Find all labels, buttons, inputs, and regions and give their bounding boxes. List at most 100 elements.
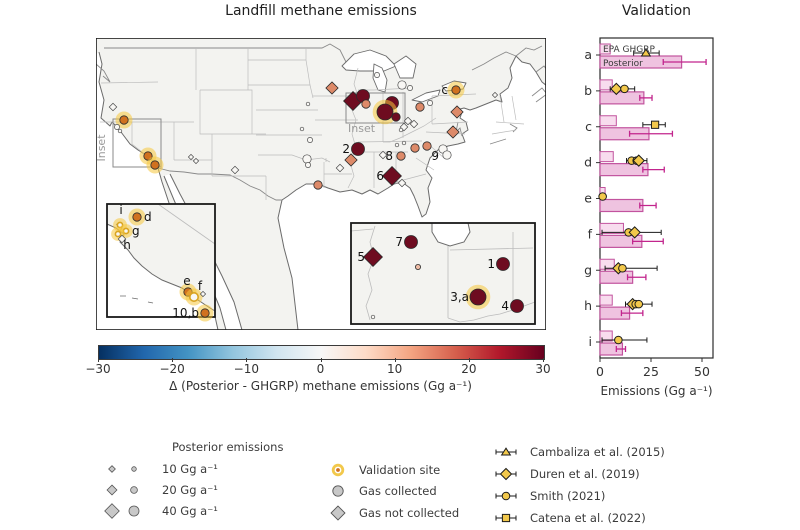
validation-title: Validation bbox=[621, 3, 692, 19]
legend-size-label: 20 Gg a⁻¹ bbox=[162, 482, 218, 497]
diamond-icon bbox=[330, 505, 346, 521]
triangle-ref-icon bbox=[495, 447, 517, 456]
svg-text:i: i bbox=[589, 334, 592, 349]
svg-text:h: h bbox=[584, 298, 592, 313]
legend-site-types: Validation site Gas collected Gas not coll… bbox=[326, 459, 459, 524]
colorbar-tick-label: 30 bbox=[535, 362, 551, 376]
legend-ref-row: Catena et al. (2022) bbox=[488, 507, 665, 529]
legend-size-row: 40 Gg a⁻¹ bbox=[100, 500, 283, 521]
size-markers-icon bbox=[108, 464, 137, 473]
colorbar-tick-label: −20 bbox=[159, 362, 185, 376]
svg-text:50: 50 bbox=[694, 364, 710, 379]
map-title: Landfill methane emissions bbox=[225, 3, 417, 19]
legend-ref-label: Duren et al. (2019) bbox=[530, 467, 640, 481]
inset-source-boxes bbox=[112, 92, 406, 168]
circle-icon bbox=[332, 485, 344, 497]
colorbar-ticks: −30 −20 −10 0 10 20 30 bbox=[85, 358, 551, 378]
diamond-ref-icon bbox=[495, 467, 517, 481]
svg-text:g: g bbox=[132, 224, 140, 238]
svg-text:e: e bbox=[584, 191, 592, 206]
svg-text:a: a bbox=[584, 47, 592, 62]
colorbar-tick-label: −30 bbox=[85, 362, 111, 376]
legend-type-row: Gas collected bbox=[326, 481, 459, 503]
square-ref-icon bbox=[495, 513, 517, 523]
chart-validation-markers bbox=[598, 48, 660, 345]
svg-text:6: 6 bbox=[376, 169, 384, 183]
chart-text: a b c d e f g h i0 25 50 EPA GHGRP Posterior bbox=[584, 45, 710, 379]
colorbar-tick-label: −10 bbox=[233, 362, 259, 376]
colorbar-gradient bbox=[98, 345, 545, 360]
validation-icon bbox=[331, 463, 345, 476]
map-markers bbox=[108, 72, 524, 322]
colorbar-tick-mark bbox=[394, 358, 396, 362]
map-site-labels: c 2 8 9 6 i dgh e f 10,b 7 5 1 3,a 4 bbox=[119, 83, 509, 320]
legend-ref-row: Duren et al. (2019) bbox=[488, 463, 665, 485]
legend-sizes-title: Posterior emissions bbox=[172, 440, 284, 454]
chart-bars bbox=[599, 43, 683, 356]
colorbar-tick-mark bbox=[320, 358, 322, 362]
legend-ref-label: Catena et al. (2022) bbox=[530, 511, 646, 525]
colorbar-tick-label: 0 bbox=[316, 362, 325, 376]
svg-text:e: e bbox=[183, 274, 190, 288]
svg-text:1: 1 bbox=[487, 257, 495, 271]
legend-size-label: 40 Gg a⁻¹ bbox=[162, 503, 218, 518]
svg-text:d: d bbox=[584, 155, 592, 170]
legend-ref-label: Cambaliza et al. (2015) bbox=[530, 445, 665, 459]
svg-text:5: 5 bbox=[357, 250, 365, 264]
svg-text:c: c bbox=[441, 83, 448, 97]
svg-text:Inset: Inset bbox=[96, 134, 108, 162]
svg-text:h: h bbox=[123, 238, 131, 252]
colorbar-tick-mark bbox=[98, 358, 99, 362]
colorbar-label: Δ (Posterior - GHGRP) methane emissions … bbox=[169, 379, 472, 393]
svg-text:2: 2 bbox=[342, 142, 350, 156]
us-map: c 2 8 9 6 i dgh e f 10,b 7 5 1 3,a 4 Inset Inset bbox=[96, 38, 546, 330]
svg-text:10,b: 10,b bbox=[172, 306, 199, 320]
svg-text:4: 4 bbox=[501, 299, 509, 313]
svg-text:9: 9 bbox=[431, 149, 439, 163]
midwest-inset-panel bbox=[350, 222, 536, 325]
svg-text:c: c bbox=[585, 119, 592, 134]
svg-text:f: f bbox=[588, 226, 593, 241]
legend-type-label: Validation site bbox=[359, 462, 441, 477]
state-borders bbox=[100, 48, 525, 200]
svg-text:Posterior: Posterior bbox=[603, 59, 643, 69]
validation-chart: a b c d e f g h i0 25 50 EPA GHGRP Posterior bbox=[584, 37, 714, 379]
legend-posterior-emissions: Posterior emissions 10 Gg a⁻¹ 20 Gg a⁻¹ 40… bbox=[100, 437, 283, 521]
circle-ref-icon bbox=[495, 491, 517, 501]
svg-text:d: d bbox=[144, 210, 152, 224]
svg-text:3,a: 3,a bbox=[450, 290, 469, 304]
legend-type-row: Validation site bbox=[326, 459, 459, 481]
svg-text:f: f bbox=[198, 279, 203, 293]
svg-text:25: 25 bbox=[643, 364, 659, 379]
chart-x-axis-label: Emissions (Gg a⁻¹) bbox=[600, 384, 713, 398]
svg-text:b: b bbox=[584, 83, 592, 98]
svg-text:g: g bbox=[584, 262, 592, 277]
legend-ref-row: Cambaliza et al. (2015) bbox=[488, 441, 665, 463]
colorbar-tick-label: 10 bbox=[387, 362, 403, 376]
legend-size-row: 20 Gg a⁻¹ bbox=[100, 479, 283, 500]
colorbar-tick-mark bbox=[543, 358, 544, 362]
svg-text:Inset: Inset bbox=[348, 122, 376, 135]
svg-text:0: 0 bbox=[596, 364, 604, 379]
legend-type-label: Gas not collected bbox=[359, 505, 460, 520]
legend-ref-row: Smith (2021) bbox=[488, 485, 665, 507]
svg-text:i: i bbox=[119, 203, 122, 217]
legend-type-row: Gas not collected bbox=[326, 502, 459, 524]
inset-labels: Inset Inset bbox=[96, 122, 376, 162]
colorbar-tick-mark bbox=[172, 358, 174, 362]
legend-size-label: 10 Gg a⁻¹ bbox=[162, 461, 218, 476]
size-markers-icon bbox=[106, 484, 138, 495]
svg-text:EPA GHGRP: EPA GHGRP bbox=[603, 45, 656, 55]
legend-references: Cambaliza et al. (2015) Duren et al. (201… bbox=[488, 441, 665, 529]
svg-text:8: 8 bbox=[385, 149, 393, 163]
colorbar-tick-label: 20 bbox=[461, 362, 477, 376]
map-country-borders bbox=[96, 43, 546, 201]
colorbar-tick-mark bbox=[468, 358, 470, 362]
colorbar-tick-mark bbox=[246, 358, 248, 362]
legend-ref-label: Smith (2021) bbox=[530, 489, 606, 503]
legend-type-label: Gas collected bbox=[359, 484, 437, 499]
size-markers-icon bbox=[104, 502, 140, 519]
legend-size-row: 10 Gg a⁻¹ bbox=[100, 458, 283, 479]
svg-text:7: 7 bbox=[395, 235, 403, 249]
